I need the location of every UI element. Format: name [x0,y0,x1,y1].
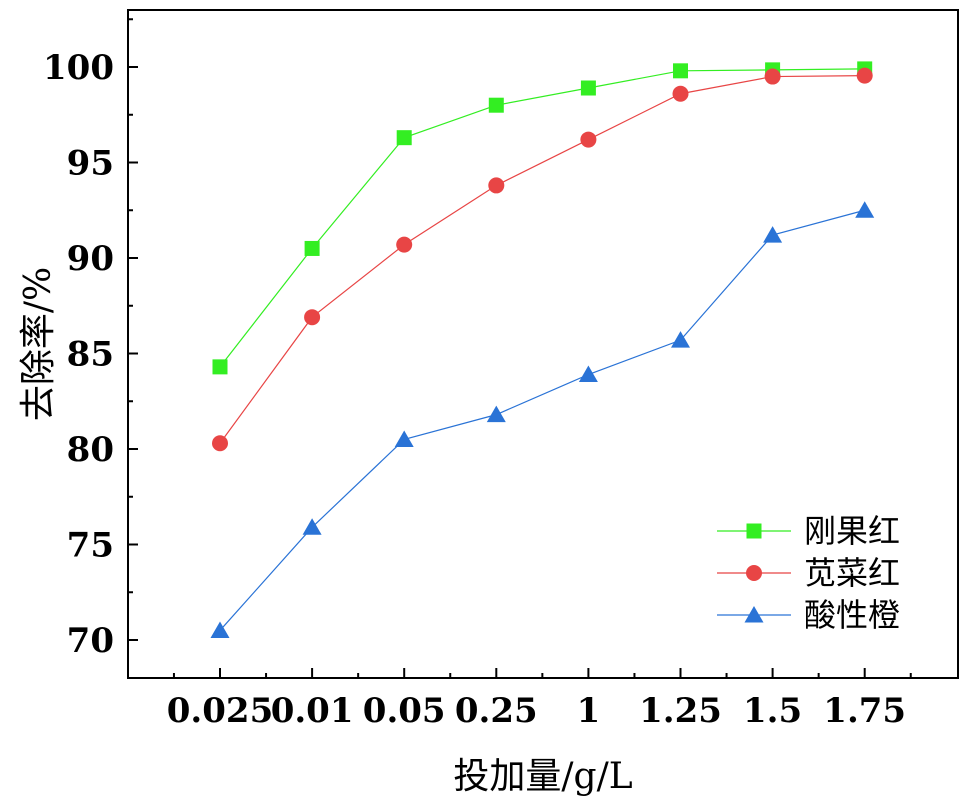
y-tick-label: 85 [67,335,114,375]
x-tick-label: 0.05 [363,691,446,731]
series-line [219,74,865,444]
y-tick-label: 70 [67,621,114,661]
y-tick-label: 75 [67,526,114,566]
data-point [672,85,689,102]
series-3 [210,201,875,638]
legend-entry: 酸性橙 [717,596,900,634]
data-point [396,130,412,146]
x-tick-label: 1.5 [743,691,802,731]
series-line [219,209,865,631]
data-point [673,63,688,79]
legend-entry: 刚果红 [717,512,900,550]
x-tick-label: 1.25 [639,691,722,731]
data-point [578,365,598,383]
data-point [304,240,320,256]
legend-marker [746,523,762,539]
x-tick-label: 1.75 [823,691,906,731]
legend-label: 酸性橙 [804,596,900,634]
x-tick-label: 0.01 [271,691,354,731]
x-tick-label: 1 [577,691,601,731]
legend-marker [746,565,762,581]
data-point [212,359,228,375]
x-tick-label: 0.25 [455,691,538,731]
series-2 [212,67,873,452]
x-tick-label: 0.025 [167,691,273,731]
data-point [212,435,228,452]
data-point [488,177,505,194]
data-point [302,518,322,535]
data-point [764,68,781,85]
data-point [855,201,875,218]
data-point [210,621,230,638]
data-point [671,331,690,348]
y-tick-label: 90 [67,239,114,279]
data-point [488,97,504,113]
data-point [763,226,783,243]
y-tick-label: 80 [67,430,114,470]
data-point [304,309,321,326]
series-layer [210,61,875,638]
plot-frame [127,9,959,679]
y-tick-label: 100 [43,48,114,88]
legend-marker [744,606,764,623]
legend-label: 苋菜红 [804,554,900,592]
y-tick-label: 95 [67,144,114,184]
data-point [856,67,873,84]
data-point [394,430,414,447]
series-line [219,68,865,368]
legend-entry: 苋菜红 [717,554,900,592]
data-point [580,80,596,96]
y-axis-title: 去除率/% [18,267,59,421]
data-point [396,236,413,253]
legend-label: 刚果红 [804,512,900,550]
data-point [486,405,506,423]
data-point [580,131,597,148]
x-axis-title: 投加量/g/L [453,756,632,797]
